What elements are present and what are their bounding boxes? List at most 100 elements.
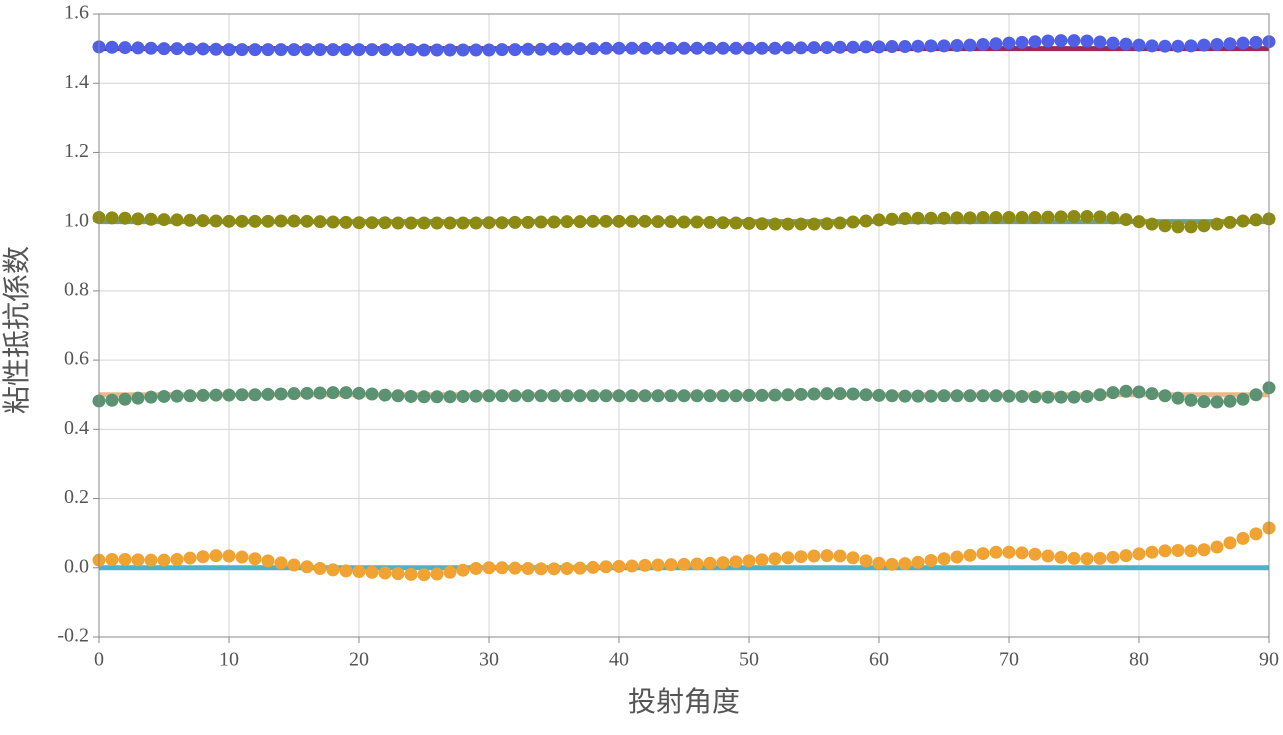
data-point bbox=[898, 40, 912, 54]
data-point bbox=[1041, 34, 1055, 48]
data-point bbox=[1041, 549, 1055, 563]
data-point bbox=[820, 549, 834, 563]
data-point bbox=[508, 43, 522, 57]
data-point bbox=[547, 562, 561, 576]
data-point bbox=[482, 561, 496, 575]
data-point bbox=[1184, 393, 1198, 407]
data-point bbox=[872, 40, 886, 54]
data-point bbox=[560, 215, 574, 229]
data-point bbox=[1028, 547, 1042, 561]
data-point bbox=[417, 390, 431, 404]
data-point bbox=[651, 215, 665, 229]
y-tick-label: 1.6 bbox=[64, 2, 89, 24]
data-point bbox=[339, 386, 353, 400]
data-point bbox=[404, 43, 418, 57]
data-point bbox=[1028, 390, 1042, 404]
data-point bbox=[898, 389, 912, 403]
data-point bbox=[222, 214, 236, 228]
data-point bbox=[1067, 390, 1081, 404]
data-point bbox=[547, 215, 561, 229]
data-point bbox=[1015, 211, 1029, 225]
data-point bbox=[443, 390, 457, 404]
data-point bbox=[209, 42, 223, 56]
data-point bbox=[339, 564, 353, 578]
data-point bbox=[274, 387, 288, 401]
data-point bbox=[807, 41, 821, 55]
data-point bbox=[1093, 35, 1107, 49]
data-point bbox=[833, 40, 847, 54]
data-point bbox=[794, 550, 808, 564]
data-point bbox=[1171, 543, 1185, 557]
data-point bbox=[573, 561, 587, 575]
data-point bbox=[677, 557, 691, 571]
data-point bbox=[794, 41, 808, 55]
data-point bbox=[248, 388, 262, 402]
data-point bbox=[313, 43, 327, 57]
y-tick-label: 0.8 bbox=[64, 278, 89, 300]
data-point bbox=[391, 43, 405, 57]
data-point bbox=[157, 42, 171, 56]
data-point bbox=[716, 556, 730, 570]
data-point bbox=[352, 43, 366, 57]
data-point bbox=[638, 558, 652, 572]
data-point bbox=[391, 389, 405, 403]
data-point bbox=[859, 214, 873, 228]
data-point bbox=[1028, 35, 1042, 49]
data-point bbox=[677, 41, 691, 55]
data-point bbox=[1093, 551, 1107, 565]
data-point bbox=[885, 40, 899, 54]
data-point bbox=[1080, 34, 1094, 48]
data-point bbox=[521, 389, 535, 403]
data-point bbox=[144, 212, 158, 226]
data-point bbox=[937, 389, 951, 403]
data-point bbox=[989, 389, 1003, 403]
data-point bbox=[768, 41, 782, 55]
data-point bbox=[846, 551, 860, 565]
data-point bbox=[885, 557, 899, 571]
data-point bbox=[638, 214, 652, 228]
data-point bbox=[534, 562, 548, 576]
data-point bbox=[612, 389, 626, 403]
data-point bbox=[937, 552, 951, 566]
data-point bbox=[404, 567, 418, 581]
data-point bbox=[1184, 39, 1198, 53]
y-tick-label: 0.2 bbox=[64, 486, 89, 508]
data-point bbox=[456, 216, 470, 230]
data-point bbox=[560, 42, 574, 56]
data-point bbox=[1015, 546, 1029, 560]
data-point bbox=[664, 41, 678, 55]
data-point bbox=[235, 388, 249, 402]
data-point bbox=[976, 211, 990, 225]
data-point bbox=[352, 216, 366, 230]
data-point bbox=[287, 558, 301, 572]
data-point bbox=[924, 39, 938, 53]
data-point bbox=[391, 567, 405, 581]
plot-frame bbox=[98, 13, 1270, 638]
data-point bbox=[404, 389, 418, 403]
data-point bbox=[235, 550, 249, 564]
data-point bbox=[755, 553, 769, 567]
data-point bbox=[378, 388, 392, 402]
data-point bbox=[976, 547, 990, 561]
data-point bbox=[456, 563, 470, 577]
data-point bbox=[677, 389, 691, 403]
data-point bbox=[1236, 392, 1250, 406]
data-point bbox=[859, 388, 873, 402]
data-point bbox=[391, 216, 405, 230]
data-point bbox=[872, 213, 886, 227]
data-point bbox=[924, 554, 938, 568]
data-point bbox=[274, 556, 288, 570]
data-point bbox=[378, 566, 392, 580]
data-point bbox=[1236, 531, 1250, 545]
data-point bbox=[1249, 388, 1263, 402]
data-point bbox=[1054, 34, 1068, 48]
data-point bbox=[508, 215, 522, 229]
data-point bbox=[1249, 527, 1263, 541]
data-point bbox=[326, 215, 340, 229]
data-point bbox=[430, 390, 444, 404]
x-axis-title: 投射角度 bbox=[628, 685, 740, 718]
data-point bbox=[300, 43, 314, 57]
data-point bbox=[508, 389, 522, 403]
data-point bbox=[183, 42, 197, 56]
data-point bbox=[1223, 536, 1237, 550]
